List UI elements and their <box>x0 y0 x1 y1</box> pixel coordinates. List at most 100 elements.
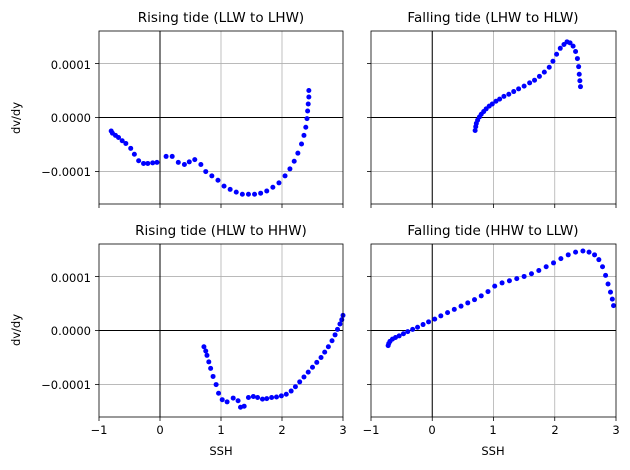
x-tick-label: 3 <box>612 423 619 437</box>
data-point <box>332 332 338 338</box>
data-point <box>605 281 611 287</box>
plot-area <box>95 30 344 208</box>
data-point <box>230 395 236 401</box>
x-tick-label: 2 <box>551 423 558 437</box>
data-point <box>543 264 549 270</box>
data-point <box>305 108 311 114</box>
y-tick-label: −0.0001 <box>41 378 91 392</box>
data-point <box>203 348 209 354</box>
data-point <box>306 94 312 100</box>
data-point <box>233 189 239 195</box>
data-point <box>250 393 256 399</box>
subplot-rising-hlw-hhw: Rising tide (HLW to HHW) dv/dy 0.0000 0.… <box>9 223 347 458</box>
subplot-rising-llw-lhw: Rising tide (LLW to LHW) dv/dy 0.0000 0.… <box>9 10 344 208</box>
data-point <box>282 173 288 179</box>
data-point <box>305 101 311 107</box>
data-point <box>221 183 227 189</box>
data-point <box>325 344 331 350</box>
data-point <box>310 364 315 370</box>
plot-area <box>367 30 617 208</box>
data-point <box>128 145 134 151</box>
data-point <box>557 45 563 51</box>
subplot-title: Rising tide (LLW to LHW) <box>138 10 304 26</box>
data-point <box>206 359 212 365</box>
y-tick-label: 0.0000 <box>51 324 91 338</box>
data-point <box>278 393 284 399</box>
data-point <box>119 138 125 144</box>
y-tick-label: 0.0000 <box>51 111 91 125</box>
data-point <box>565 252 571 258</box>
data-point <box>239 191 245 197</box>
data-point <box>506 278 512 284</box>
data-point <box>215 177 221 183</box>
x-tick-label: −1 <box>91 423 108 437</box>
data-point <box>274 394 280 400</box>
data-point <box>258 190 264 196</box>
data-point <box>283 391 289 397</box>
x-tick-label: 1 <box>217 423 224 437</box>
data-point <box>410 326 416 332</box>
data-point <box>175 159 181 165</box>
data-point <box>536 267 542 273</box>
data-point <box>577 78 583 84</box>
data-point <box>493 98 499 104</box>
data-point <box>145 160 151 166</box>
subplot-falling-hhw-llw: Falling tide (HHW to LLW) −1 0 1 2 3 SSH <box>363 223 620 458</box>
y-tick-label: 0.0001 <box>51 58 91 72</box>
data-point <box>198 162 204 168</box>
data-point <box>141 160 147 166</box>
data-point <box>570 43 576 49</box>
x-axis-label: SSH <box>209 444 232 458</box>
data-point <box>485 289 491 295</box>
data-point <box>501 93 507 99</box>
data-point <box>445 310 451 316</box>
plot-area <box>367 243 617 421</box>
data-point <box>252 191 258 197</box>
data-point <box>270 184 276 190</box>
data-point <box>458 303 464 309</box>
data-point <box>405 329 411 335</box>
data-point <box>521 273 527 279</box>
data-point <box>227 186 233 192</box>
data-point <box>550 58 556 64</box>
x-tick-label: 2 <box>278 423 285 437</box>
data-point <box>245 395 251 401</box>
data-point <box>532 77 538 83</box>
axes-frame <box>98 30 344 205</box>
data-point <box>116 135 122 141</box>
data-point <box>396 333 402 339</box>
data-point <box>131 151 137 157</box>
data-point <box>186 159 192 165</box>
data-point <box>426 319 432 325</box>
y-axis-label: dv/dy <box>9 314 23 346</box>
subplot-title: Falling tide (LHW to HLW) <box>407 10 578 26</box>
data-point <box>528 271 534 277</box>
data-point <box>210 373 216 379</box>
data-point <box>576 71 582 77</box>
data-point <box>558 256 564 262</box>
data-point <box>304 116 310 122</box>
data-point <box>136 158 142 164</box>
data-point <box>163 153 169 159</box>
data-point <box>489 101 495 107</box>
data-point <box>415 324 421 330</box>
subplot-title: Falling tide (HHW to LLW) <box>407 223 578 239</box>
data-point <box>203 169 209 175</box>
data-point <box>204 352 210 358</box>
data-point <box>306 87 312 93</box>
data-point <box>201 344 207 350</box>
data-point <box>301 132 307 138</box>
data-point <box>573 249 579 255</box>
x-tick-label: −1 <box>363 423 380 437</box>
data-point <box>322 349 328 355</box>
data-point <box>337 321 343 327</box>
data-point <box>292 384 298 390</box>
data-point <box>301 374 307 380</box>
data-point <box>264 396 270 402</box>
data-point <box>499 280 505 286</box>
data-point <box>514 276 520 282</box>
data-point <box>592 252 598 258</box>
data-point <box>264 188 270 194</box>
data-point <box>438 313 444 319</box>
